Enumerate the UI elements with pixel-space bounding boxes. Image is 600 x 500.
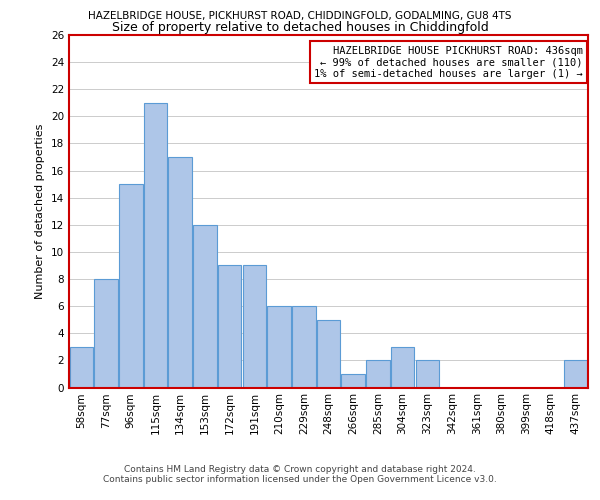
Bar bbox=[317, 320, 340, 388]
Bar bbox=[416, 360, 439, 388]
Bar bbox=[119, 184, 143, 388]
Text: HAZELBRIDGE HOUSE PICKHURST ROAD: 436sqm
← 99% of detached houses are smaller (1: HAZELBRIDGE HOUSE PICKHURST ROAD: 436sqm… bbox=[314, 46, 583, 79]
Bar bbox=[268, 306, 291, 388]
Bar bbox=[242, 266, 266, 388]
Bar bbox=[169, 157, 192, 388]
Text: HAZELBRIDGE HOUSE, PICKHURST ROAD, CHIDDINGFOLD, GODALMING, GU8 4TS: HAZELBRIDGE HOUSE, PICKHURST ROAD, CHIDD… bbox=[88, 11, 512, 21]
Bar bbox=[341, 374, 365, 388]
Bar bbox=[94, 279, 118, 388]
Bar bbox=[564, 360, 587, 388]
Y-axis label: Number of detached properties: Number of detached properties bbox=[35, 124, 46, 299]
Bar bbox=[144, 103, 167, 388]
Bar bbox=[193, 225, 217, 388]
Text: Size of property relative to detached houses in Chiddingfold: Size of property relative to detached ho… bbox=[112, 21, 488, 34]
Bar bbox=[218, 266, 241, 388]
Bar bbox=[366, 360, 389, 388]
Text: Contains public sector information licensed under the Open Government Licence v3: Contains public sector information licen… bbox=[103, 475, 497, 484]
Bar bbox=[70, 347, 93, 388]
Bar bbox=[391, 347, 415, 388]
Bar bbox=[292, 306, 316, 388]
Text: Contains HM Land Registry data © Crown copyright and database right 2024.: Contains HM Land Registry data © Crown c… bbox=[124, 465, 476, 474]
